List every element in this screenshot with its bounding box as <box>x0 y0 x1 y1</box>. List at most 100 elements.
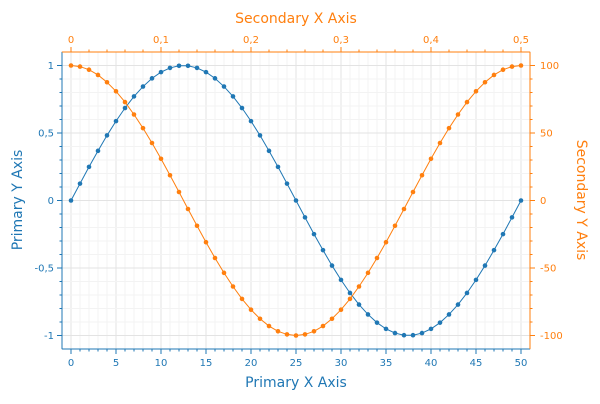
primary-data-point <box>176 63 182 69</box>
secondary-data-point <box>212 255 218 261</box>
x-tick-label: 0 <box>68 358 74 369</box>
primary-data-point <box>77 181 83 186</box>
primary-data-point <box>392 330 398 336</box>
secondary-data-point <box>257 316 263 322</box>
x-tick-label: 40 <box>425 358 438 369</box>
primary-data-point <box>500 231 506 237</box>
secondary-data-point <box>374 255 380 261</box>
secondary-data-point <box>122 99 128 105</box>
secondary-data-point <box>230 284 236 289</box>
secondary-data-point <box>86 67 92 72</box>
secondary-data-point <box>95 72 101 78</box>
secondary-data-point <box>446 125 452 131</box>
x-tick-label: 5 <box>113 358 119 369</box>
primary-data-point <box>149 76 155 81</box>
x2-tick-label: 0,1 <box>153 35 169 46</box>
y2-tick-label: 0 <box>540 196 546 207</box>
primary-data-point <box>401 332 407 338</box>
primary-data-point <box>212 76 218 81</box>
primary-data-point <box>194 65 200 71</box>
primary-y-axis-title: Primary Y Axis <box>10 150 26 251</box>
secondary-data-point <box>437 140 443 146</box>
primary-data-point <box>473 277 479 283</box>
secondary-data-point <box>356 284 362 289</box>
primary-x-axis-title: Primary X Axis <box>245 375 347 391</box>
secondary-data-point <box>347 296 353 302</box>
secondary-data-point <box>131 112 137 117</box>
y2-tick-label: 100 <box>540 61 559 72</box>
secondary-data-point <box>338 307 344 313</box>
primary-data-point <box>320 247 326 253</box>
secondary-data-point <box>329 316 335 322</box>
x2-tick-label: 0,2 <box>243 35 259 46</box>
primary-data-point <box>509 215 515 220</box>
x-tick-label: 50 <box>515 358 528 369</box>
secondary-data-point <box>320 323 326 329</box>
secondary-data-point <box>68 63 74 68</box>
y-tick-label: 1 <box>48 61 54 72</box>
primary-data-point <box>257 133 263 138</box>
primary-data-point <box>455 302 461 307</box>
grid-layer <box>62 52 530 349</box>
secondary-data-point <box>248 307 254 313</box>
y-tick-label: -0,5 <box>34 264 54 275</box>
secondary-data-point <box>365 270 371 276</box>
primary-data-point <box>158 69 164 75</box>
primary-data-point <box>86 164 92 170</box>
y2-tick-label: -100 <box>540 331 563 342</box>
x-tick-label: 25 <box>290 358 303 369</box>
secondary-data-point <box>410 189 416 195</box>
primary-data-point <box>122 105 128 111</box>
secondary-x-axis-title: Secondary X Axis <box>235 11 357 27</box>
primary-data-point <box>113 118 119 124</box>
secondary-y-axis-title: Secondary Y Axis <box>573 140 589 261</box>
secondary-data-point <box>194 223 200 229</box>
secondary-data-point <box>176 189 182 195</box>
x-tick-label: 45 <box>470 358 483 369</box>
y-tick-label: 0 <box>48 196 54 207</box>
y2-tick-label: -50 <box>540 264 556 275</box>
secondary-data-point <box>104 79 110 85</box>
secondary-data-point <box>140 125 146 131</box>
secondary-data-point <box>185 206 191 212</box>
primary-data-point <box>230 94 236 99</box>
primary-data-point <box>437 320 443 325</box>
y-tick-label: -1 <box>44 331 54 342</box>
secondary-data-point <box>473 88 479 94</box>
primary-data-point <box>140 84 146 89</box>
primary-data-point <box>482 263 488 268</box>
secondary-data-point <box>284 332 290 337</box>
secondary-data-point <box>77 64 83 69</box>
secondary-data-point <box>509 64 515 69</box>
primary-data-point <box>104 133 110 138</box>
y2-tick-label: 50 <box>540 129 553 140</box>
primary-data-point <box>347 290 353 296</box>
secondary-data-point <box>302 332 308 337</box>
x-tick-label: 15 <box>200 358 213 369</box>
primary-data-point <box>491 247 497 253</box>
series-layer <box>68 63 524 338</box>
primary-data-point <box>185 63 191 69</box>
x-tick-label: 30 <box>335 358 348 369</box>
primary-data-point <box>302 215 308 220</box>
secondary-data-point <box>158 156 164 162</box>
x2-tick-label: 0 <box>68 35 74 46</box>
primary-data-point <box>311 231 317 237</box>
secondary-data-point <box>401 206 407 212</box>
secondary-data-point <box>293 333 299 338</box>
x-tick-label: 20 <box>245 358 258 369</box>
primary-data-point <box>428 326 434 332</box>
primary-data-point <box>410 332 416 338</box>
primary-data-point <box>419 330 425 336</box>
secondary-data-point <box>203 239 209 245</box>
secondary-data-point <box>239 296 245 302</box>
secondary-data-point <box>167 172 173 178</box>
primary-data-point <box>374 320 380 325</box>
primary-data-point <box>293 198 299 203</box>
x-tick-label: 35 <box>380 358 393 369</box>
secondary-data-point <box>266 323 272 329</box>
primary-data-point <box>518 198 524 203</box>
secondary-data-point <box>464 99 470 105</box>
primary-data-point <box>203 69 209 75</box>
